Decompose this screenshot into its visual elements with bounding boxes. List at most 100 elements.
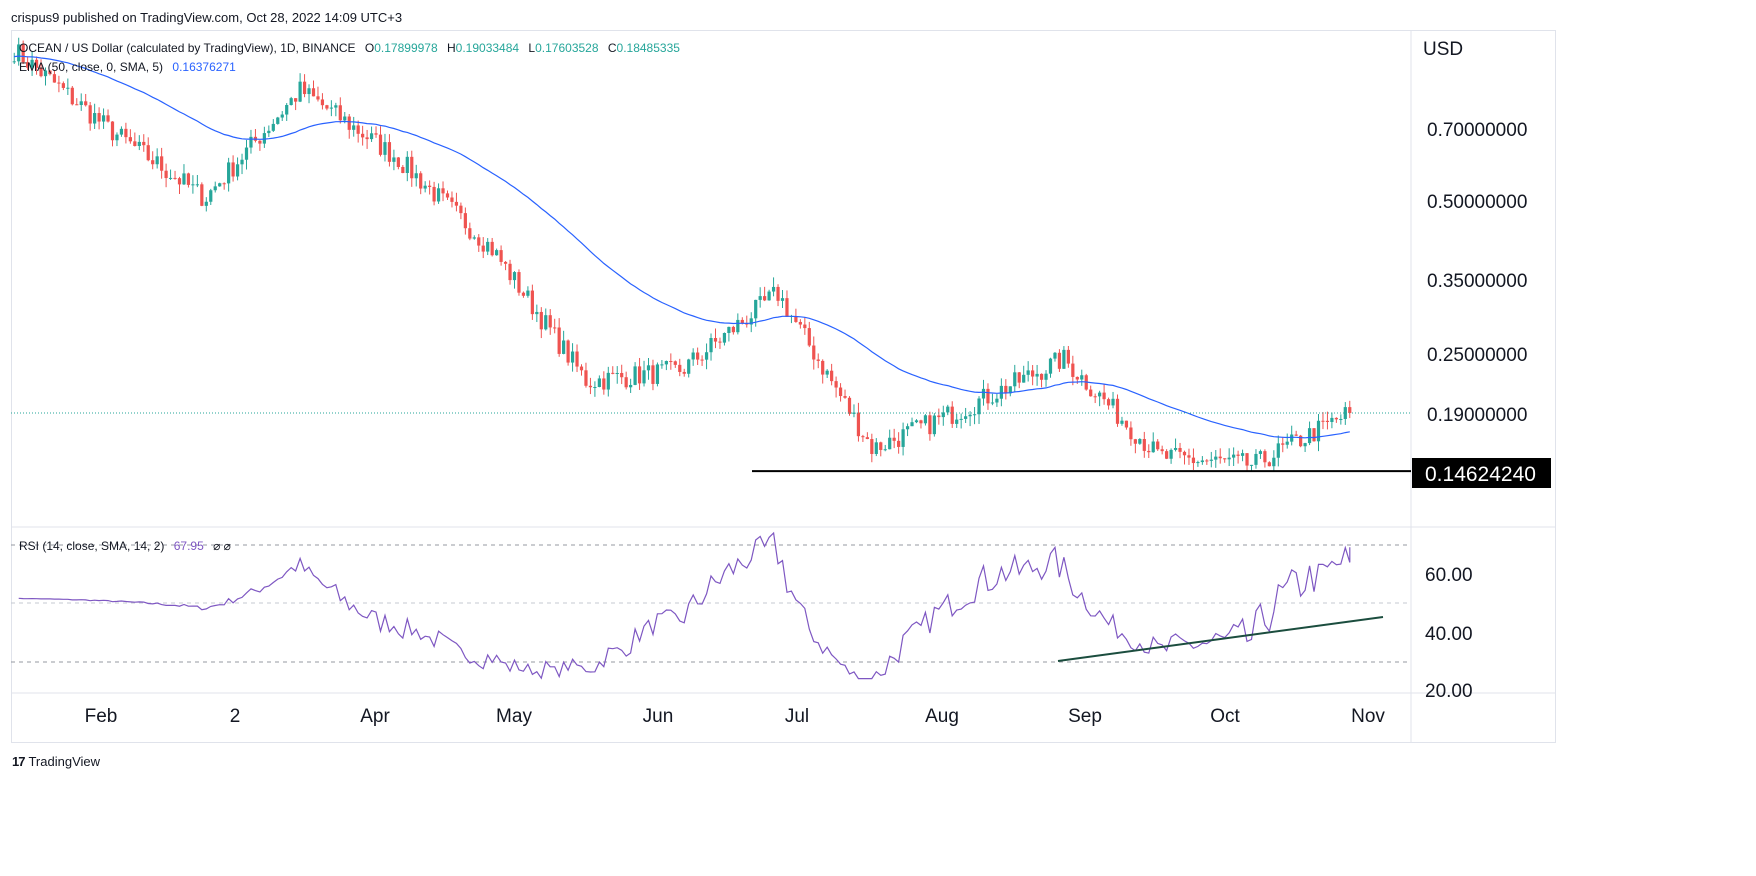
candle-down: [673, 361, 677, 365]
candle-down: [57, 82, 61, 84]
candle-down: [1187, 455, 1191, 458]
candle-up: [526, 290, 530, 296]
candle-down: [508, 263, 512, 281]
candle-down: [678, 364, 682, 372]
candles-group: [12, 37, 1352, 472]
candle-down: [892, 437, 896, 441]
candle-down: [311, 88, 316, 97]
candle-up: [43, 70, 48, 77]
candle-down: [624, 377, 628, 388]
time-axis[interactable]: Feb 2 Apr May Jun Jul Aug Sep Oct Nov: [85, 706, 1386, 727]
candle-up: [1080, 375, 1084, 380]
candle-down: [26, 62, 30, 68]
candle-down: [477, 237, 481, 246]
candle-down: [258, 140, 262, 144]
candle-up: [30, 59, 34, 68]
candle-down: [61, 83, 65, 88]
chart-svg[interactable]: USD 0.70000000 0.50000000 0.35000000 0.2…: [0, 0, 1568, 780]
footer-brand[interactable]: 17 TradingView: [12, 754, 100, 769]
candle-down: [897, 440, 901, 447]
candle-up: [414, 173, 418, 179]
candle-up: [946, 406, 950, 413]
candle-up: [191, 184, 195, 186]
price-label-text: 0.14624240: [1425, 463, 1536, 486]
candle-down: [579, 366, 584, 371]
candle-down: [1106, 399, 1111, 406]
candle-up: [727, 326, 731, 334]
candle-down: [490, 241, 494, 256]
candle-down: [1205, 460, 1209, 462]
legend-ema[interactable]: EMA (50, close, 0, SMA, 5) 0.16376271: [19, 60, 236, 74]
candle-down: [1321, 420, 1325, 422]
candle-down: [1147, 450, 1151, 453]
candle-up: [941, 412, 945, 418]
candle-down: [177, 178, 182, 185]
candle-up: [722, 333, 727, 343]
candle-down: [142, 141, 146, 146]
ema-line: [14, 55, 1350, 439]
candle-down: [856, 412, 861, 437]
candle-down: [1281, 443, 1285, 445]
candle-up: [972, 414, 977, 416]
candle-up: [276, 117, 280, 124]
candle-down: [539, 311, 543, 330]
candle-up: [995, 398, 999, 403]
candle-down: [231, 162, 235, 177]
candle-down: [70, 87, 74, 105]
candle-down: [740, 319, 744, 324]
rsi-trend-line: [1057, 616, 1384, 662]
price-tick-label: 0.19000000: [1427, 405, 1527, 426]
candle-down: [530, 290, 534, 315]
candle-up: [1316, 420, 1321, 442]
candle-up: [642, 370, 646, 384]
candle-up: [307, 88, 311, 95]
candle-up: [235, 164, 240, 177]
candle-up: [749, 318, 753, 325]
candle-up: [990, 402, 995, 404]
candle-down: [1312, 428, 1316, 442]
candle-down: [870, 439, 874, 454]
candle-up: [964, 416, 968, 419]
candle-down: [1071, 363, 1075, 377]
candle-up: [1303, 443, 1307, 447]
candle-up: [615, 372, 619, 374]
candle-down: [128, 137, 132, 142]
candle-down: [1066, 349, 1070, 364]
candle-up: [562, 340, 566, 354]
candle-down: [807, 328, 811, 346]
price-tick-label: 0.50000000: [1427, 192, 1527, 213]
candle-up: [334, 105, 338, 108]
candle-down: [602, 378, 606, 390]
candle-up: [369, 133, 374, 140]
legend-rsi[interactable]: RSI (14, close, SMA, 14, 2) 67.95 ⌀ ⌀: [19, 539, 231, 553]
time-tick-label: Aug: [925, 706, 959, 727]
candle-up: [1249, 464, 1254, 466]
candle-down: [718, 341, 722, 343]
candle-down: [798, 321, 802, 325]
candle-down: [713, 338, 718, 342]
candle-down: [52, 74, 57, 83]
candle-up: [17, 44, 21, 62]
candle-down: [803, 324, 807, 329]
candle-down: [700, 359, 704, 361]
candle-up: [204, 201, 208, 206]
candle-up: [1013, 372, 1017, 387]
chart-frame[interactable]: [11, 30, 1556, 743]
candle-down: [88, 105, 92, 124]
candle-up: [12, 61, 16, 63]
candle-up: [1022, 374, 1026, 383]
candle-down: [521, 292, 526, 296]
candle-down: [84, 101, 88, 106]
candle-up: [1232, 454, 1236, 458]
candle-down: [785, 298, 789, 317]
candle-up: [343, 116, 347, 121]
candle-down: [410, 156, 414, 179]
legend-symbol[interactable]: OCEAN / US Dollar (calculated by Trading…: [19, 41, 680, 55]
candle-down: [1102, 392, 1106, 400]
price-tick-label: 0.70000000: [1427, 120, 1527, 141]
candle-up: [914, 420, 919, 423]
candle-up: [691, 352, 695, 360]
candle-down: [763, 296, 767, 301]
price-label-box: 0.14624240: [1412, 458, 1551, 488]
candle-down: [106, 115, 110, 122]
